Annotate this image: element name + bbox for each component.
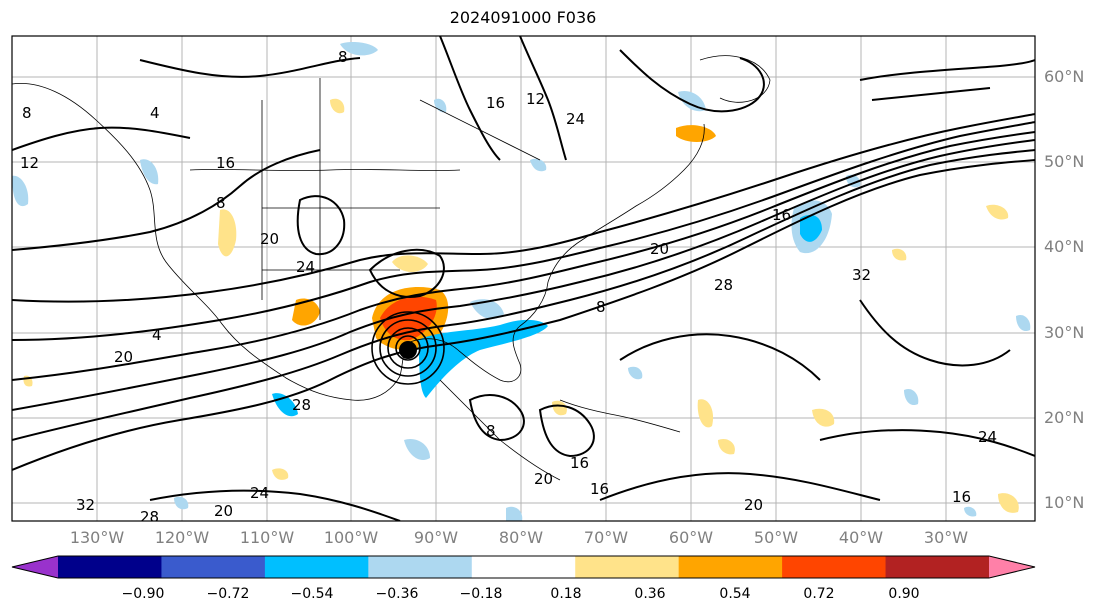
contour-label: 28 [140, 508, 159, 526]
contour-label: 24 [566, 110, 585, 128]
colorbar-segment [161, 556, 266, 578]
contour-label: 8 [22, 104, 32, 122]
colorbar-extend-low [12, 556, 58, 578]
lon-label-90W: 90°W [413, 528, 459, 547]
lat-label-10N: 10°N [1044, 493, 1085, 512]
lon-label-30W: 30°W [923, 528, 969, 547]
negative-shading [12, 42, 1031, 521]
colorbar-tick-label: −0.36 [375, 586, 419, 602]
contour-label: 32 [76, 496, 95, 514]
map-frame [11, 35, 1036, 522]
colorbar-tick-label: 0.54 [719, 586, 751, 602]
contour-label: 16 [216, 154, 235, 172]
colorbar-tick-label: −0.54 [290, 586, 334, 602]
lon-label-120W: 120°W [154, 528, 210, 547]
contour-label: 16 [952, 488, 971, 506]
colorbar-segment [264, 556, 369, 578]
contour-lines [12, 36, 1035, 521]
lat-label-50N: 50°N [1044, 152, 1085, 171]
colorbar-extend-high [989, 556, 1035, 578]
colorbar-segment [678, 556, 783, 578]
map-area [12, 36, 1035, 521]
contour-label: 12 [526, 90, 545, 108]
contour-label: 28 [292, 396, 311, 414]
colorbar-segment [782, 556, 887, 578]
colorbar-outline [11, 555, 1036, 579]
contour-label: 24 [978, 428, 997, 446]
colorbar-segment [58, 556, 162, 578]
lon-label-50W: 50°W [753, 528, 799, 547]
hurricane-contours [371, 311, 445, 385]
coastlines [12, 55, 771, 481]
contour-label: 32 [852, 266, 871, 284]
colorbar-tick-label: −0.72 [206, 586, 250, 602]
lat-label-30N: 30°N [1044, 323, 1085, 342]
contour-label: 24 [250, 484, 269, 502]
contour-label: 20 [260, 230, 279, 248]
contour-label: 16 [772, 206, 791, 224]
contour-label: 12 [20, 154, 39, 172]
contour-label: 16 [570, 454, 589, 472]
lat-label-20N: 20°N [1044, 408, 1085, 427]
colorbar-tick-label: 0.72 [803, 586, 835, 602]
contour-label: 8 [216, 194, 226, 212]
contour-label: 8 [596, 298, 606, 316]
contour-label: 20 [214, 502, 233, 520]
graticule [12, 36, 1035, 521]
lon-label-70W: 70°W [583, 528, 629, 547]
colorbar-tick-label: −0.18 [459, 586, 503, 602]
contour-label: 20 [650, 240, 669, 258]
plot-title: 2024091000 F036 [449, 8, 597, 27]
lon-label-100W: 100°W [323, 528, 379, 547]
lat-label-40N: 40°N [1044, 237, 1085, 256]
colorbar [11, 555, 1036, 579]
colorbar-tick-label: 0.18 [550, 586, 582, 602]
lon-label-110W: 110°W [239, 528, 295, 547]
lon-label-80W: 80°W [498, 528, 544, 547]
hurricane-center-icon [399, 341, 417, 359]
contour-label: 20 [534, 470, 553, 488]
colorbar-segment [575, 556, 680, 578]
contour-label: 20 [114, 348, 133, 366]
contour-label: 28 [714, 276, 733, 294]
contour-label: 20 [744, 496, 763, 514]
contour-label: 8 [486, 422, 496, 440]
colorbar-segment [368, 556, 473, 578]
colorbar-tick-label: −0.90 [121, 586, 165, 602]
contour-label: 4 [150, 104, 160, 122]
lon-label-130W: 130°W [69, 528, 125, 547]
contour-label-group: 8 4 8 16 8 12 20 24 28 32 28 20 16 24 12 20 8 4 20 24 16 28 32… [20, 48, 997, 526]
contour-label: 16 [486, 94, 505, 112]
lon-label-40W: 40°W [838, 528, 884, 547]
contour-label: 16 [590, 480, 609, 498]
lat-label-60N: 60°N [1044, 67, 1085, 86]
colorbar-tick-label: 0.36 [634, 586, 666, 602]
colorbar-segment [885, 556, 990, 578]
contour-label: 4 [152, 326, 162, 344]
contour-label: 24 [296, 258, 315, 276]
lon-label-60W: 60°W [668, 528, 714, 547]
contour-label: 8 [338, 48, 348, 66]
colorbar-segment [471, 556, 576, 578]
colorbar-tick-label: 0.90 [888, 586, 920, 602]
